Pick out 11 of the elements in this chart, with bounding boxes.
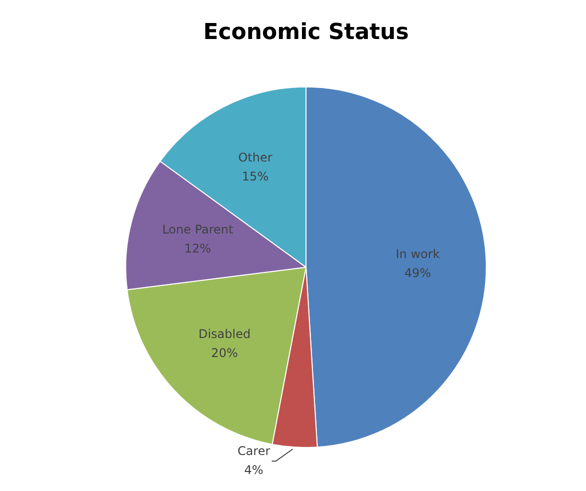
slice-label: Carer bbox=[237, 444, 270, 458]
slice-label: Other bbox=[238, 150, 272, 165]
chart-title: Economic Status bbox=[203, 20, 409, 45]
data-label: 4% bbox=[244, 463, 264, 478]
data-label: 15% bbox=[242, 170, 269, 184]
slice-label: Lone Parent bbox=[162, 222, 234, 237]
data-label: 20% bbox=[211, 346, 238, 360]
slice-label: Disabled bbox=[198, 326, 251, 341]
data-label: 49% bbox=[404, 266, 432, 280]
data-label: 12% bbox=[184, 242, 212, 256]
slice-label: In work bbox=[396, 246, 440, 261]
